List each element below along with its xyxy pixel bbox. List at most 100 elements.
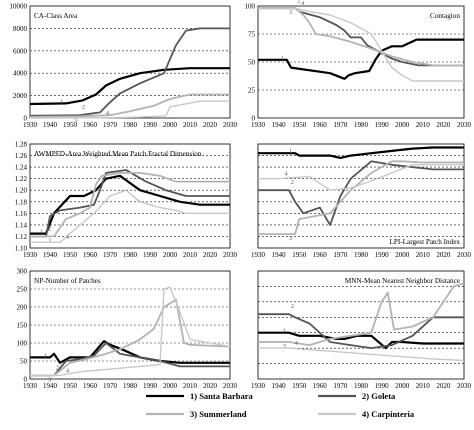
- series-marker-label: 4: [106, 111, 109, 117]
- x-tick-label: 1940: [272, 121, 287, 129]
- x-tick-label: 1940: [272, 382, 287, 390]
- x-tick-label: 1970: [333, 121, 348, 129]
- plot-area: [257, 5, 465, 119]
- x-tick-label: 2020: [203, 251, 218, 259]
- x-tick-label: 1980: [123, 121, 138, 129]
- series-marker-label: 3: [74, 118, 77, 124]
- y-tick-label: 4000: [13, 70, 28, 78]
- series-line-3: [29, 93, 230, 118]
- series-marker-label: 4: [301, 1, 304, 7]
- y-tick-label: 300: [17, 268, 28, 276]
- panel-title: NP-Number of Patches: [34, 277, 101, 285]
- chart-panel-6: 1930 1940 1950 1960 1970 1980 1990 2000 2010 2020…: [251, 270, 472, 390]
- x-tick-label: 2010: [183, 121, 198, 129]
- series-marker-label: 3: [283, 344, 286, 350]
- x-tick-label: 2000: [163, 251, 178, 259]
- x-tick-label: 1950: [292, 382, 307, 390]
- chart-panel-2: 0 25 50 75 100 1930 1940 1950 1960 1970 1980 1990 20…: [245, 0, 472, 129]
- x-tick-label: 1980: [123, 382, 138, 390]
- x-tick-label: 1990: [375, 121, 390, 129]
- series-marker-label: 3: [48, 238, 51, 244]
- y-tick-label: 50: [20, 358, 28, 366]
- x-tick-label: 1980: [354, 121, 369, 129]
- x-tick-label: 1950: [292, 121, 307, 129]
- x-tick-label: 1940: [43, 382, 58, 390]
- legend-item-3: 3) Summerland: [146, 409, 247, 419]
- chart-panel-5: 0 50 100 150 200 250 300 1930 1940 1950 1960 1970 19…: [17, 268, 238, 391]
- series-line-2: [29, 27, 230, 117]
- series-line-4: [258, 347, 465, 362]
- x-tick-label: 2020: [436, 382, 451, 390]
- x-tick-label: 1940: [43, 251, 58, 259]
- series-line-4: [29, 100, 230, 119]
- series-line-2: [30, 169, 230, 238]
- x-tick-label: 1990: [143, 121, 158, 129]
- series-line-1: [258, 331, 464, 350]
- x-tick-label: 2020: [436, 121, 451, 129]
- x-tick-label: 1930: [23, 382, 38, 390]
- series-line-4: [258, 164, 464, 191]
- series-line-4: [30, 189, 230, 243]
- x-tick-label: 1950: [63, 382, 78, 390]
- series-marker-label: 2: [48, 226, 51, 232]
- series-line-3: [258, 160, 464, 236]
- y-tick-label: 100: [245, 3, 256, 11]
- x-tick-label: 2000: [163, 382, 178, 390]
- y-tick-label: 1.22: [15, 175, 28, 183]
- panel-title: MNN-Mean Nearest Neighbor Distance: [345, 277, 460, 285]
- series-marker-label: 2: [297, 0, 300, 4]
- x-tick-label: 2020: [203, 121, 218, 129]
- series-marker-label: 3: [289, 10, 292, 16]
- x-tick-label: 1970: [333, 251, 348, 259]
- x-tick-label: 1970: [103, 251, 118, 259]
- y-tick-label: 1.12: [15, 233, 28, 241]
- y-tick-label: 50: [248, 59, 256, 67]
- series-marker-label: 4: [66, 368, 69, 374]
- series-line-2: [30, 342, 230, 377]
- x-tick-label: 1960: [83, 251, 98, 259]
- series-marker-label: 1: [283, 329, 286, 335]
- x-tick-label: 1980: [354, 251, 369, 259]
- legend-item-1: 1) Santa Barbara: [146, 391, 254, 401]
- series-line-4: [258, 7, 464, 82]
- y-tick-label: 0: [24, 115, 28, 123]
- plot-area: [29, 5, 231, 119]
- series-marker-label: 2: [82, 105, 85, 111]
- x-tick-label: 2020: [203, 382, 218, 390]
- panel-title: AWMPFD-Area Weighted Mean Patch Fractal …: [34, 150, 202, 158]
- x-tick-label: 2030: [223, 121, 238, 129]
- plot-area: [257, 143, 465, 249]
- x-tick-label: 2020: [436, 251, 451, 259]
- y-tick-label: 1.20: [15, 187, 28, 195]
- series-marker-label: 2: [291, 304, 294, 310]
- x-tick-label: 1990: [143, 382, 158, 390]
- x-tick-label: 1990: [375, 251, 390, 259]
- x-tick-label: 2030: [223, 251, 238, 259]
- y-tick-label: 1.16: [15, 210, 28, 218]
- x-tick-label: 1940: [272, 251, 287, 259]
- chart-panel-3: 1.10 1.12 1.14 1.16 1.18 1.20 1.22 1.24 1.26 1.28…: [15, 141, 238, 260]
- x-tick-label: 1960: [83, 382, 98, 390]
- series-marker-label: 1: [44, 353, 47, 359]
- x-tick-label: 2000: [395, 382, 410, 390]
- legend: 1) Santa Barbara 2) Goleta 3) Summerland 4)…: [146, 391, 415, 419]
- series-line-1: [29, 67, 230, 106]
- plot-area: [257, 270, 465, 380]
- x-tick-label: 2010: [416, 382, 431, 390]
- legend-label: 2) Goleta: [362, 391, 396, 401]
- y-tick-label: 2000: [13, 92, 28, 100]
- series-line-3: [258, 7, 464, 67]
- series-marker-label: 3: [289, 236, 292, 242]
- x-tick-label: 1960: [313, 382, 328, 390]
- y-tick-label: 1.18: [15, 198, 28, 206]
- x-tick-label: 1940: [43, 121, 58, 129]
- y-tick-label: 1.26: [15, 152, 28, 160]
- y-tick-label: 75: [248, 31, 256, 39]
- y-tick-label: 10000: [10, 3, 28, 11]
- y-tick-label: 8000: [13, 25, 28, 33]
- legend-item-4: 4) Carpinteria: [318, 409, 415, 419]
- x-tick-label: 1970: [333, 382, 348, 390]
- x-tick-label: 1930: [251, 121, 266, 129]
- series-line-3: [30, 171, 230, 238]
